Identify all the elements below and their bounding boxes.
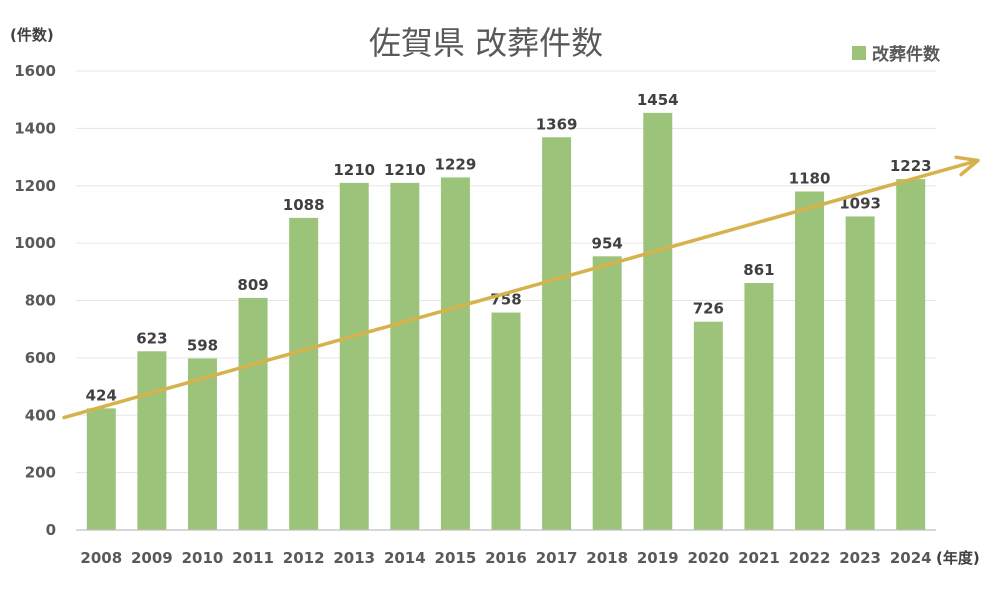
bar-2016 [491,312,521,530]
x-tick-label: 2014 [384,549,426,567]
x-tick-label: 2011 [232,549,274,567]
bar-2008 [86,408,116,530]
bar-2020 [693,321,723,530]
bar-2017 [542,137,572,530]
data-label-2008: 424 [86,386,117,404]
bars [86,112,926,531]
x-tick-label: 2013 [333,549,375,567]
data-label-2013: 1210 [333,161,375,179]
y-tick-label: 1600 [14,62,56,80]
y-tick-label: 600 [25,349,56,367]
y-tick-label: 1000 [14,234,56,252]
y-tick-label: 0 [46,521,56,539]
data-label-2020: 726 [693,300,724,318]
data-label-2012: 1088 [283,196,325,214]
data-label-2021: 861 [743,261,774,279]
y-tick-label: 400 [25,406,56,424]
y-tick-label: 200 [25,464,56,482]
data-label-2019: 1454 [637,91,679,109]
bar-2022 [795,191,825,531]
data-label-2018: 954 [592,234,623,252]
bar-2023 [845,216,875,530]
data-label-2011: 809 [237,276,268,294]
trend-arrow-line [62,159,976,420]
data-label-2023: 1093 [839,194,881,212]
bar-2012 [289,217,319,530]
data-label-2017: 1369 [536,115,578,133]
x-tick-label: 2022 [789,549,831,567]
x-tick-label: 2021 [738,549,780,567]
x-tick-label: 2018 [586,549,628,567]
bar-2013 [339,182,369,530]
y-tick-label: 800 [25,292,56,310]
bar-2015 [440,177,470,531]
legend-swatch [852,46,866,60]
x-tick-label: 2009 [131,549,173,567]
x-tick-label: 2015 [435,549,477,567]
data-label-2009: 623 [136,329,167,347]
bar-2009 [137,351,167,530]
x-axis-ticks: 2008 2009 2010 2011 2012 2013 2014 2015 2016 2017… [80,549,931,567]
x-axis-unit-label: (年度) [936,549,980,567]
x-tick-label: 2024 [890,549,932,567]
bar-2018 [592,256,622,530]
y-tick-label: 1200 [14,177,56,195]
data-label-2015: 1229 [435,155,477,173]
bar-2011 [238,297,268,530]
data-label-2022: 1180 [789,169,831,187]
y-tick-label: 1400 [14,119,56,137]
x-tick-label: 2019 [637,549,679,567]
x-tick-label: 2012 [283,549,325,567]
x-tick-label: 2017 [536,549,578,567]
bar-2021 [744,283,774,530]
x-tick-label: 2016 [485,549,527,567]
bar-2010 [187,358,217,530]
trend-arrow-head [954,155,980,177]
y-axis-unit-label: (件数) [10,26,54,44]
x-tick-label: 2010 [182,549,224,567]
data-label-2014: 1210 [384,161,426,179]
x-tick-label: 2020 [687,549,729,567]
legend: 改葬件数 [852,44,941,65]
bar-2024 [896,179,926,531]
x-tick-label: 2023 [839,549,881,567]
trend-arrow [62,155,980,420]
bar-2014 [390,182,420,530]
x-tick-label: 2008 [80,549,122,567]
y-axis-ticks: 0 200 400 600 800 1000 1200 1400 1600 [14,62,56,539]
legend-label: 改葬件数 [872,44,941,65]
bar-2019 [643,112,673,530]
data-label-2024: 1223 [890,157,932,175]
chart-title: 佐賀県 改葬件数 [369,24,603,62]
data-label-2010: 598 [187,336,218,354]
